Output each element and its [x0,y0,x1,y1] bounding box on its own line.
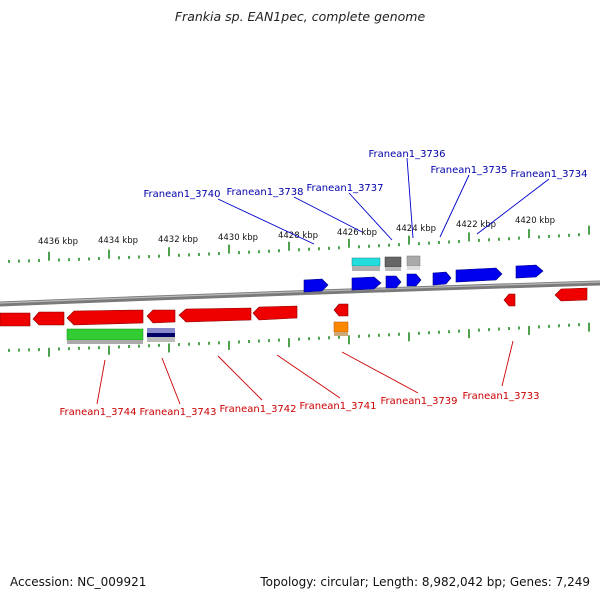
gene-arrow-reverse[interactable] [0,312,31,327]
reverse-strand-genes [0,287,588,327]
gene-arrow-reverse[interactable] [554,287,588,302]
rna-feature-cyan[interactable] [351,257,381,267]
kbp-label: 4422 kbp [456,220,496,230]
reverse-gene-labels: Franean1_3744 Franean1_3743 Franean1_374… [59,340,540,418]
gene-arrow-forward[interactable] [303,278,329,293]
rna-feature-green[interactable] [66,328,144,341]
rna-feature-orange[interactable] [333,321,349,333]
gene-arrow-reverse[interactable] [146,309,176,324]
kbp-label: 4426 kbp [337,228,377,238]
kbp-label: 4436 kbp [38,237,78,247]
genome-summary-text: Topology: circular; Length: 8,982,042 bp… [260,575,590,589]
gene-label-forward[interactable]: Franean1_3738 [226,187,303,198]
gene-arrow-reverse[interactable] [333,303,349,317]
genome-title: Frankia sp. EAN1pec, complete genome [174,9,426,24]
kbp-label: 4432 kbp [158,235,198,245]
reverse-strand-features [66,321,349,344]
gene-label-reverse[interactable]: Franean1_3739 [380,396,457,407]
gene-arrow-reverse[interactable] [503,293,516,307]
gene-arrow-forward[interactable] [432,271,452,286]
forward-strand-genes [303,264,544,293]
gene-label-reverse[interactable]: Franean1_3742 [219,404,296,415]
gene-label-forward[interactable]: Franean1_3736 [368,149,445,160]
forward-gene-labels: Franean1_3740 Franean1_3738 Franean1_373… [143,149,588,245]
gene-label-forward[interactable]: Franean1_3734 [510,169,587,180]
kbp-label: 4434 kbp [98,236,138,246]
genome-backbone [0,280,600,307]
gene-label-reverse[interactable]: Franean1_3743 [139,407,216,418]
gene-arrow-forward[interactable] [385,275,402,289]
gene-label-reverse[interactable]: Franean1_3741 [299,401,376,412]
kbp-label: 4428 kbp [278,231,318,241]
gene-label-forward[interactable]: Franean1_3740 [143,189,220,200]
gene-label-reverse[interactable]: Franean1_3733 [462,391,539,402]
gene-label-forward[interactable]: Franean1_3737 [306,183,383,194]
gene-arrow-forward[interactable] [406,273,422,287]
scale-labels: 4436 kbp 4434 kbp 4432 kbp 4430 kbp 4428… [38,216,555,247]
feature-light-gray[interactable] [406,255,421,267]
kbp-label: 4424 kbp [396,224,436,234]
gene-arrow-reverse[interactable] [32,311,65,326]
scale-ticks-bottom [8,322,590,357]
feature-dark-gray[interactable] [384,256,402,268]
kbp-label: 4420 kbp [515,216,555,226]
gene-arrow-reverse[interactable] [66,309,144,326]
scale-ticks-top [8,225,590,263]
gene-arrow-forward[interactable] [455,267,503,283]
gene-label-reverse[interactable]: Franean1_3744 [59,407,136,418]
feature-navy-stripe[interactable] [147,328,175,333]
kbp-label: 4430 kbp [218,233,258,243]
forward-strand-features [351,255,421,271]
gene-arrow-forward[interactable] [515,264,544,279]
gene-arrow-forward[interactable] [351,276,382,291]
accession-text: Accession: NC_009921 [10,575,147,589]
gene-label-forward[interactable]: Franean1_3735 [430,165,507,176]
gene-arrow-reverse[interactable] [178,307,252,323]
gene-arrow-reverse[interactable] [252,305,298,321]
